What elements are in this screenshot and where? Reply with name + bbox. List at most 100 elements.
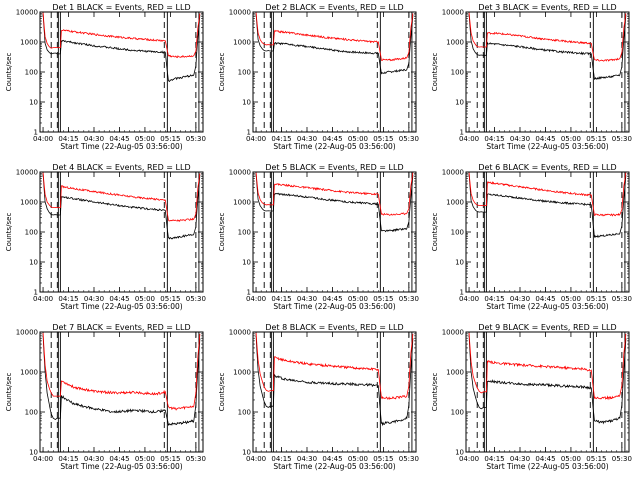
x-tick-label: 04:15 [484,295,504,303]
x-tick-label: 04:00 [246,455,266,463]
y-tick-label: 1 [247,289,251,297]
y-tick-label: 1000 [446,369,464,377]
x-tick-label: 04:00 [33,455,53,463]
y-tick-label: 10 [29,449,38,457]
x-tick-label: 05:30 [399,295,419,303]
chart-panel-det-5: Det 5 BLACK = Events, RED = LLD Counts/se… [218,163,419,311]
x-axis-label: Start Time (22-Aug-05 03:56:00) [273,302,395,311]
plot-frame [252,331,417,453]
x-tick-label: 04:30 [297,295,317,303]
series-line-lld [42,172,201,222]
y-tick-label: 10 [455,449,464,457]
x-tick-label: 04:30 [84,455,104,463]
chart-title: Det 6 BLACK = Events, RED = LLD [478,163,616,172]
y-tick-label: 1000 [233,199,251,207]
x-tick-label: 05:00 [135,295,155,303]
x-tick-label: 04:00 [459,135,479,143]
x-tick-label: 05:15 [160,295,180,303]
x-tick-label: 04:30 [297,455,317,463]
x-axis-label: Start Time (22-Aug-05 03:56:00) [486,462,608,471]
y-tick-label: 1000 [20,369,38,377]
x-tick-label: 04:45 [535,295,555,303]
x-tick-label: 04:00 [246,135,266,143]
x-tick-label: 05:00 [348,295,368,303]
y-tick-label: 100 [238,229,251,237]
y-tick-label: 1 [460,129,464,137]
y-tick-label: 10 [455,99,464,107]
chart-panel-det-7: Det 7 BLACK = Events, RED = LLD Counts/se… [5,323,206,471]
x-tick-label: 05:30 [186,455,206,463]
x-tick-label: 05:15 [373,295,393,303]
chart-title: Det 9 BLACK = Events, RED = LLD [478,323,616,332]
y-tick-label: 10 [29,259,38,267]
x-tick-label: 04:00 [33,135,53,143]
x-tick-label: 04:30 [510,295,530,303]
y-tick-label: 1000 [20,199,38,207]
y-axis-label: Counts/sec [218,53,226,92]
x-axis-label: Start Time (22-Aug-05 03:56:00) [273,142,395,151]
x-tick-label: 04:45 [535,455,555,463]
y-tick-label: 100 [25,409,38,417]
y-tick-label: 1000 [233,39,251,47]
x-tick-label: 04:15 [484,135,504,143]
x-tick-label: 05:30 [399,135,419,143]
y-tick-label: 1 [34,129,38,137]
x-tick-label: 05:00 [561,135,581,143]
x-tick-label: 05:15 [160,135,180,143]
chart-panel-det-2: Det 2 BLACK = Events, RED = LLD Counts/se… [218,3,419,151]
x-axis-label: Start Time (22-Aug-05 03:56:00) [60,302,182,311]
chart-title: Det 5 BLACK = Events, RED = LLD [265,163,403,172]
x-tick-label: 05:15 [160,455,180,463]
chart-title: Det 3 BLACK = Events, RED = LLD [478,3,616,12]
x-tick-label: 04:00 [459,295,479,303]
series-line-lld [42,332,201,411]
y-tick-label: 10000 [16,169,38,177]
plot-frame [465,331,630,453]
series-line-events [255,13,414,75]
series-line-lld [42,12,201,59]
y-tick-label: 1 [34,289,38,297]
y-tick-label: 100 [238,69,251,77]
series-line-events [42,335,201,426]
x-tick-label: 05:15 [586,455,606,463]
y-tick-label: 10000 [229,169,251,177]
y-tick-label: 10000 [442,169,464,177]
y-tick-label: 100 [25,229,38,237]
y-tick-label: 10 [242,449,251,457]
y-tick-label: 1000 [20,39,38,47]
x-tick-label: 04:30 [510,455,530,463]
x-tick-label: 05:30 [186,295,206,303]
plot-frame [39,171,204,293]
x-tick-label: 04:45 [109,455,129,463]
x-tick-label: 04:00 [246,295,266,303]
y-tick-label: 1000 [233,369,251,377]
y-tick-label: 10000 [229,9,251,17]
x-axis-label: Start Time (22-Aug-05 03:56:00) [60,142,182,151]
y-tick-label: 100 [25,69,38,77]
series-line-events [468,14,627,80]
chart-panel-det-1: Det 1 BLACK = Events, RED = LLD Counts/se… [5,3,206,151]
x-tick-label: 05:00 [135,455,155,463]
x-tick-label: 04:00 [33,295,53,303]
x-tick-label: 04:30 [297,135,317,143]
x-tick-label: 05:30 [612,455,632,463]
y-tick-label: 10000 [442,329,464,337]
plot-frame [252,171,417,293]
y-tick-label: 10000 [442,9,464,17]
x-tick-label: 04:30 [84,135,104,143]
series-line-events [468,173,627,239]
y-tick-label: 100 [451,69,464,77]
x-tick-label: 05:15 [373,455,393,463]
x-tick-label: 05:00 [348,135,368,143]
x-tick-label: 04:15 [58,135,78,143]
x-tick-label: 04:30 [510,135,530,143]
series-line-lld [468,332,627,401]
y-tick-label: 10 [242,259,251,267]
x-axis-label: Start Time (22-Aug-05 03:56:00) [486,142,608,151]
x-tick-label: 05:30 [612,295,632,303]
x-tick-label: 04:15 [58,295,78,303]
y-tick-label: 100 [238,409,251,417]
series-line-events [42,13,201,83]
y-axis-label: Counts/sec [431,213,439,252]
y-axis-label: Counts/sec [431,53,439,92]
